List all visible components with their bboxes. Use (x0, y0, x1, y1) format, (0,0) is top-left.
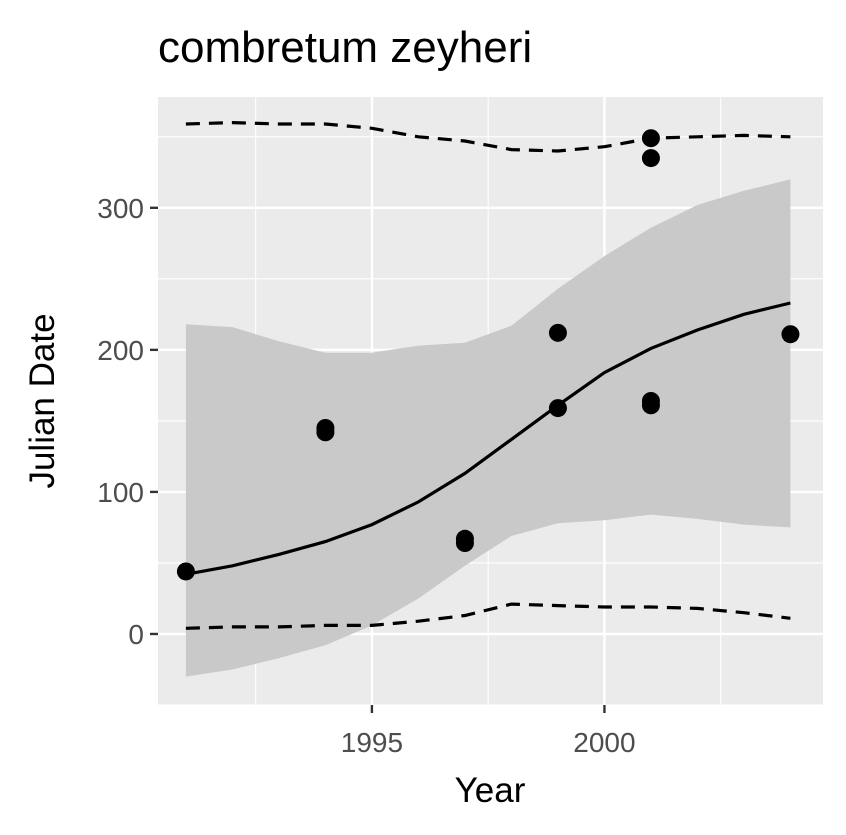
y-tick-label-1: 100 (97, 477, 144, 508)
y-axis-title: Julian Date (23, 313, 62, 488)
series-lines (185, 120, 791, 630)
data-points (176, 129, 800, 581)
data-point-4 (455, 534, 474, 553)
x-axis-ticks: 1995 2000 (341, 705, 636, 758)
lower-bound-line (185, 602, 791, 630)
y-tick-label-3: 300 (97, 193, 144, 224)
data-point-6 (548, 399, 567, 418)
data-point-11 (781, 325, 800, 344)
upper-bound-line (185, 120, 791, 153)
y-axis-ticks: 0 100 200 300 (97, 193, 158, 650)
data-point-0 (176, 562, 195, 581)
x-tick-label-1: 2000 (573, 727, 635, 758)
y-tick-label-2: 200 (97, 335, 144, 366)
data-point-10 (641, 396, 660, 415)
data-point-2 (316, 423, 335, 442)
x-axis-title: Year (455, 771, 526, 810)
fit-line (185, 301, 791, 576)
y-tick-label-0: 0 (128, 619, 144, 650)
data-point-7 (641, 129, 660, 148)
chart-title: combretum zeyheri (158, 23, 532, 72)
data-point-8 (641, 149, 660, 168)
confidence-ribbon (185, 179, 791, 677)
ribbon-band (185, 179, 791, 677)
data-point-5 (548, 323, 567, 342)
x-tick-label-0: 1995 (341, 727, 403, 758)
